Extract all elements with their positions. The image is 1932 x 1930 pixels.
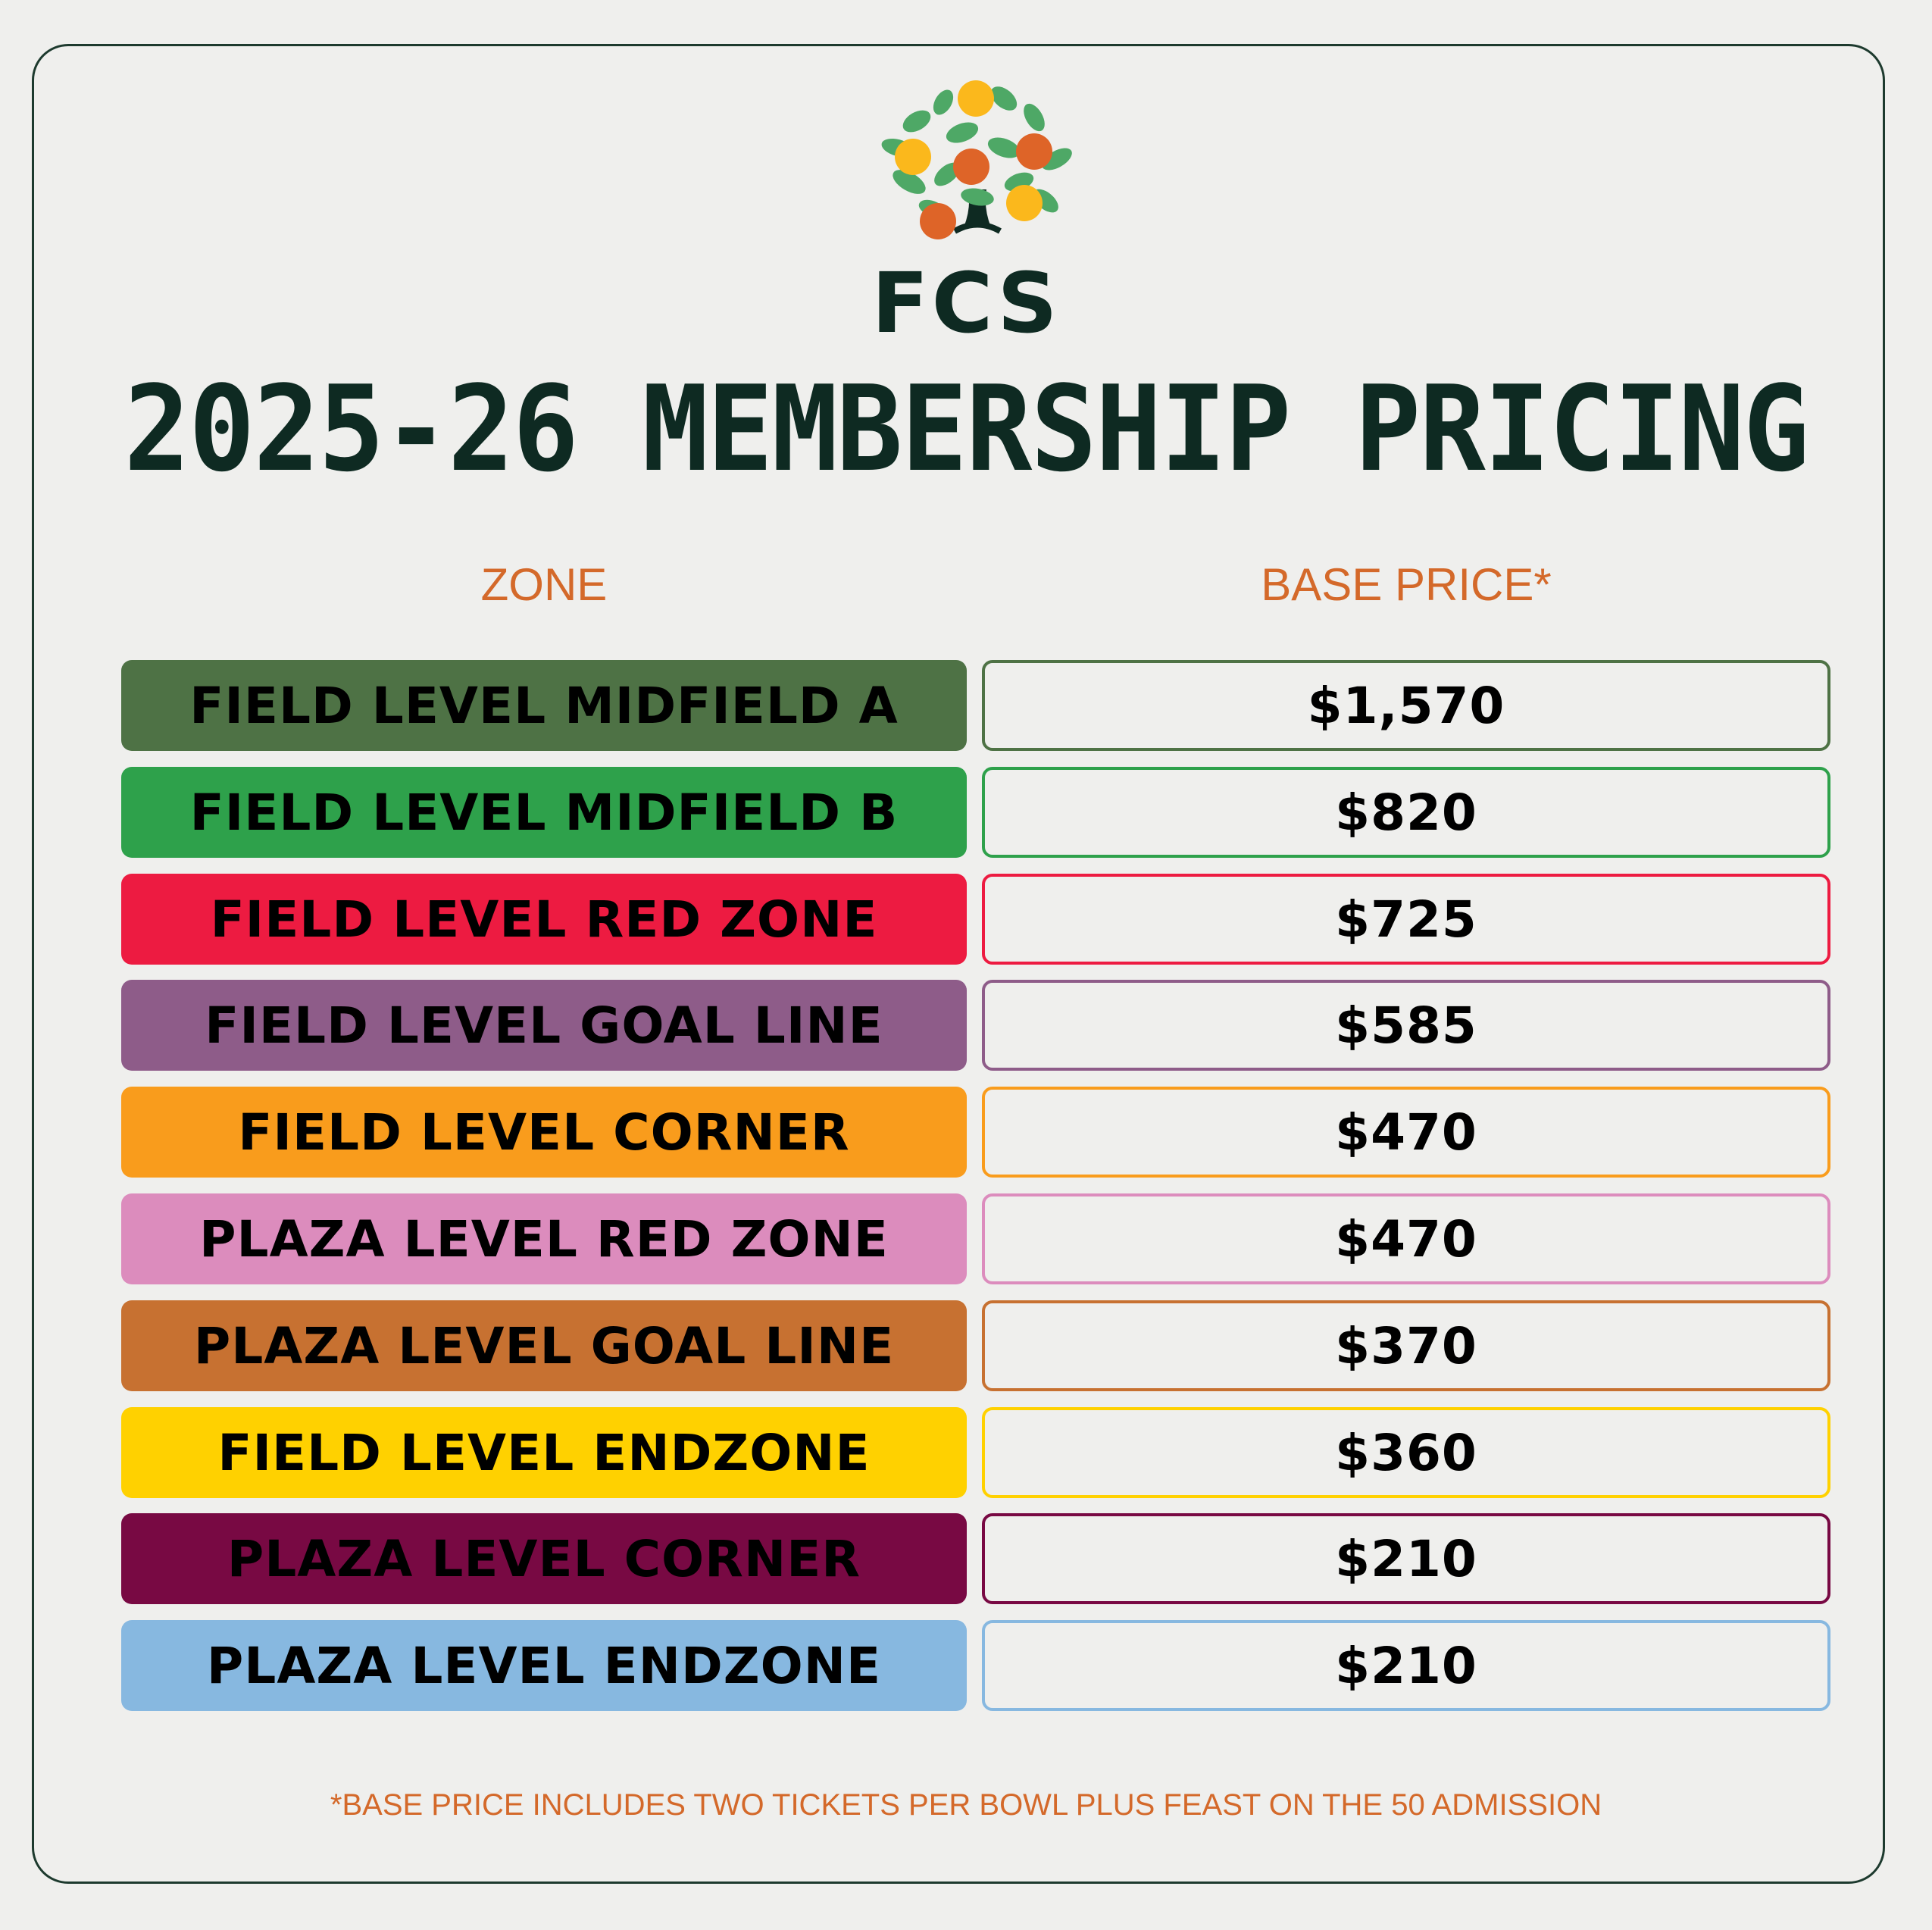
table-row: FIELD LEVEL RED ZONE $725 xyxy=(121,874,1830,965)
price-column-header: BASE PRICE* xyxy=(1261,559,1552,610)
zone-label: PLAZA LEVEL RED ZONE xyxy=(121,1193,967,1284)
zone-label: FIELD LEVEL MIDFIELD A xyxy=(121,660,967,751)
page-title: 2025-26 MEMBERSHIP PRICING xyxy=(123,360,1809,498)
zone-column-header: ZONE xyxy=(480,559,608,610)
price-value: $470 xyxy=(982,1087,1830,1178)
table-row: FIELD LEVEL MIDFIELD A $1,570 xyxy=(121,660,1830,751)
footnote: *BASE PRICE INCLUDES TWO TICKETS PER BOW… xyxy=(330,1788,1602,1822)
zone-label: FIELD LEVEL CORNER xyxy=(121,1087,967,1178)
price-value: $370 xyxy=(982,1300,1830,1391)
table-row: FIELD LEVEL ENDZONE $360 xyxy=(121,1407,1830,1498)
zone-label: FIELD LEVEL GOAL LINE xyxy=(121,980,967,1071)
zone-label: FIELD LEVEL RED ZONE xyxy=(121,874,967,965)
zone-label: PLAZA LEVEL GOAL LINE xyxy=(121,1300,967,1391)
price-value: $725 xyxy=(982,874,1830,965)
price-value: $360 xyxy=(982,1407,1830,1498)
brand-wordmark: FCS xyxy=(871,255,1061,352)
tree-logo-icon xyxy=(881,80,1072,239)
price-value: $1,570 xyxy=(982,660,1830,751)
table-row: PLAZA LEVEL CORNER $210 xyxy=(121,1513,1830,1604)
price-value: $820 xyxy=(982,767,1830,858)
table-row: FIELD LEVEL GOAL LINE $585 xyxy=(121,980,1830,1071)
price-value: $470 xyxy=(982,1193,1830,1284)
price-value: $585 xyxy=(982,980,1830,1071)
pricing-card xyxy=(32,44,1885,1884)
table-row: FIELD LEVEL MIDFIELD B $820 xyxy=(121,767,1830,858)
zone-label: PLAZA LEVEL ENDZONE xyxy=(121,1620,967,1711)
table-row: PLAZA LEVEL ENDZONE $210 xyxy=(121,1620,1830,1711)
zone-label: PLAZA LEVEL CORNER xyxy=(121,1513,967,1604)
table-row: FIELD LEVEL CORNER $470 xyxy=(121,1087,1830,1178)
table-row: PLAZA LEVEL GOAL LINE $370 xyxy=(121,1300,1830,1391)
price-value: $210 xyxy=(982,1620,1830,1711)
zone-label: FIELD LEVEL MIDFIELD B xyxy=(121,767,967,858)
zone-label: FIELD LEVEL ENDZONE xyxy=(121,1407,967,1498)
price-value: $210 xyxy=(982,1513,1830,1604)
table-row: PLAZA LEVEL RED ZONE $470 xyxy=(121,1193,1830,1284)
